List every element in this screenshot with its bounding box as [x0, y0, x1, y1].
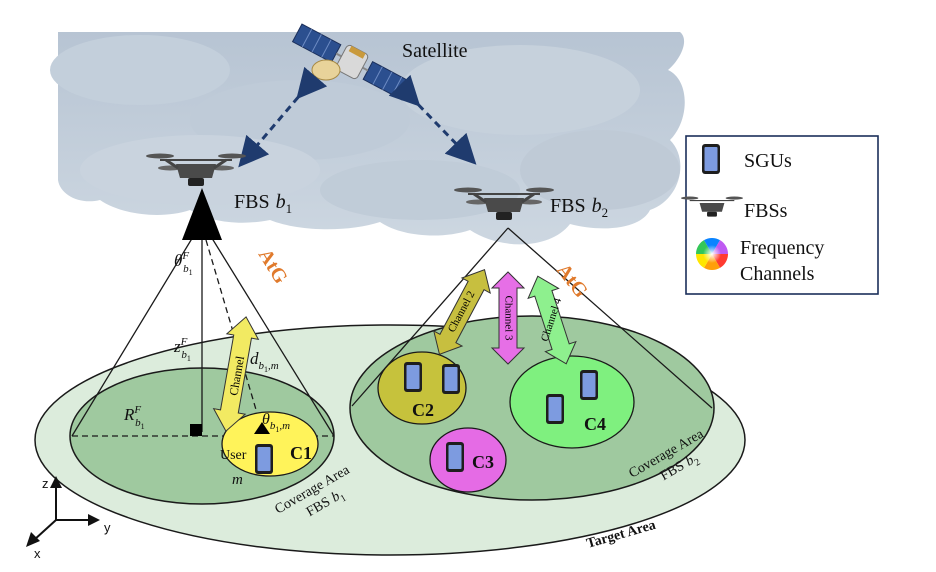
- channel-label-left: Channel: [226, 354, 247, 396]
- coverage1-subscript: 1: [339, 493, 349, 505]
- theta-symbol: θ: [174, 251, 182, 270]
- distance-symbol: d: [250, 349, 259, 368]
- user-angle-subscript: b: [270, 420, 276, 432]
- satellite-label: Satellite: [402, 40, 468, 62]
- cluster-label-c1: C1: [290, 443, 312, 463]
- phone-icon-c2b: [442, 364, 460, 394]
- axis-label-x: x: [34, 546, 41, 561]
- fbs2-subscript: 2: [602, 205, 609, 220]
- distance-subscript: b: [259, 360, 265, 372]
- radius-superscript: F: [133, 404, 141, 416]
- fbs1-label: FBS b1: [234, 191, 292, 216]
- drone-icon-fbs2: [454, 187, 554, 220]
- phone-icon-c4b: [546, 394, 564, 424]
- axis-label-y: y: [104, 520, 111, 535]
- channel-arrow-4: [527, 275, 577, 365]
- legend-sgus: SGUs: [744, 150, 792, 172]
- right-angle-marker: [190, 424, 202, 436]
- channel-arrow-3: [490, 271, 526, 365]
- user-angle-marker: [254, 422, 270, 434]
- axis-label-z: z: [42, 476, 49, 491]
- channel-arrow-left: [212, 316, 260, 432]
- antenna-triangle: [182, 188, 222, 240]
- legend-frequency-line1: Frequency: [740, 237, 824, 259]
- fbs2-label: FBS b2: [550, 195, 608, 220]
- phone-icon-c4a: [580, 370, 598, 400]
- user-angle-subscript-index: 1: [275, 425, 279, 434]
- theta-subscript-index: 1: [189, 268, 193, 277]
- altitude-subscript: b: [181, 349, 187, 361]
- radius-symbol: R: [123, 405, 135, 424]
- coverage2-subscript: 2: [693, 457, 703, 469]
- radius-subscript: b: [135, 417, 141, 429]
- distance-label: db1,m: [250, 349, 279, 374]
- link-arrow-fbs2: [388, 74, 477, 165]
- cloud-background: [50, 32, 685, 245]
- user-label: User: [220, 448, 247, 463]
- legend-frequency-line2: Channels: [740, 263, 815, 285]
- fbs1-subscript: 1: [286, 201, 293, 216]
- color-wheel-icon: [696, 237, 728, 271]
- link-arrow-fbs1: [238, 66, 328, 168]
- sgu-phones: [255, 362, 598, 474]
- cluster-label-c3: C3: [472, 452, 494, 472]
- altitude-symbol: z: [173, 337, 181, 356]
- altitude-label: zF b1: [173, 336, 191, 363]
- phone-icon-c1: [255, 444, 273, 474]
- legend: SGUs FBSs Frequency Channels: [681, 135, 879, 295]
- atg-label-left: AtG: [254, 245, 292, 288]
- fbs2-word: FBS: [550, 195, 586, 217]
- altitude-superscript: F: [180, 336, 188, 348]
- cluster-c3: [429, 427, 507, 493]
- user-angle-label: θb1,m: [262, 411, 290, 434]
- fbs1-symbol: b: [276, 191, 286, 213]
- legend-phone-icon: [702, 144, 720, 174]
- distance-subscript-index: 1: [264, 365, 268, 374]
- fbs1-word: FBS: [234, 191, 270, 213]
- distance-line: [205, 239, 263, 431]
- coordinate-axes: [26, 476, 100, 547]
- cluster-c4: [509, 355, 635, 449]
- cone-fbs1: [71, 221, 335, 437]
- phone-icon-c2a: [404, 362, 422, 392]
- fbs2-symbol: b: [592, 195, 602, 217]
- legend-drone-icon: [681, 196, 743, 217]
- channel-label-3: Channel 3: [502, 296, 514, 341]
- channel-arrow-2: [433, 268, 491, 356]
- atg-label-right: AtG: [552, 260, 592, 303]
- distance-subscript-user: ,m: [268, 360, 279, 372]
- user-angle-subscript-user: ,m: [279, 420, 290, 432]
- phone-icon-c3: [446, 442, 464, 472]
- cluster-label-c4: C4: [584, 414, 606, 434]
- drone-icon-fbs1: [146, 153, 246, 186]
- theta-label: θF b1: [174, 250, 193, 277]
- radius-label: RF b1: [123, 404, 145, 431]
- radius-subscript-index: 1: [141, 422, 145, 431]
- cluster-label-c2: C2: [412, 400, 434, 420]
- theta-subscript: b: [183, 263, 189, 275]
- legend-fbss: FBSs: [744, 200, 788, 222]
- theta-superscript: F: [181, 250, 189, 262]
- altitude-subscript-index: 1: [187, 354, 191, 363]
- cone-fbs2: [351, 227, 713, 409]
- user-angle-symbol: θ: [262, 411, 270, 428]
- user-m-label: m: [232, 472, 243, 488]
